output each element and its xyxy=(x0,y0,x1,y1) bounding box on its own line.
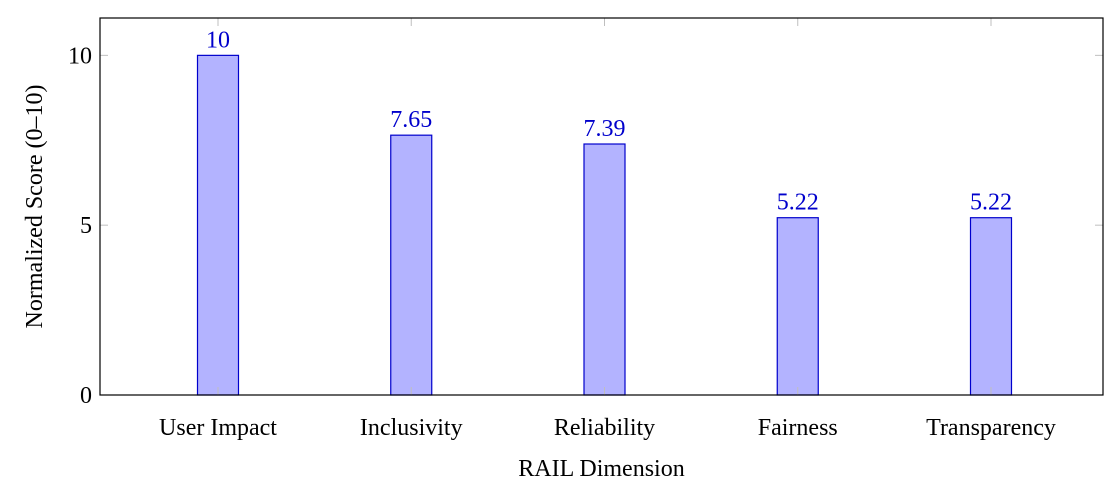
bar-inclusivity xyxy=(390,134,433,396)
bar-transparency xyxy=(969,217,1013,396)
bar-value-label: 7.39 xyxy=(584,116,626,142)
y-tick-label: 5 xyxy=(80,213,92,239)
y-axis-title: Normalized Score (0–10) xyxy=(22,85,48,329)
bars-group: 10 7.65 7.39 5.22 5.22 xyxy=(196,27,1013,396)
bar-user-impact xyxy=(196,54,240,396)
y-tick-label: 0 xyxy=(80,383,92,409)
bar-reliability xyxy=(583,143,626,396)
bar-value-label: 5.22 xyxy=(777,190,819,216)
plot-frame xyxy=(99,17,1104,396)
y-ticks-group: 0 5 10 xyxy=(68,43,1103,409)
x-tick-label: Reliability xyxy=(554,415,655,441)
x-ticks-group: User Impact Inclusivity Reliability Fairnes… xyxy=(159,18,1056,441)
bar-value-label: 7.65 xyxy=(390,107,432,133)
x-tick-label: User Impact xyxy=(159,415,277,441)
x-tick-label: Transparency xyxy=(926,415,1056,441)
x-tick-label: Inclusivity xyxy=(360,415,463,441)
bar-fairness xyxy=(776,217,819,396)
x-axis-title: RAIL Dimension xyxy=(518,456,684,482)
bar-value-label: 10 xyxy=(206,27,230,53)
bar-value-label: 5.22 xyxy=(970,190,1012,216)
x-tick-label: Fairness xyxy=(758,415,838,441)
y-tick-label: 10 xyxy=(68,43,92,69)
